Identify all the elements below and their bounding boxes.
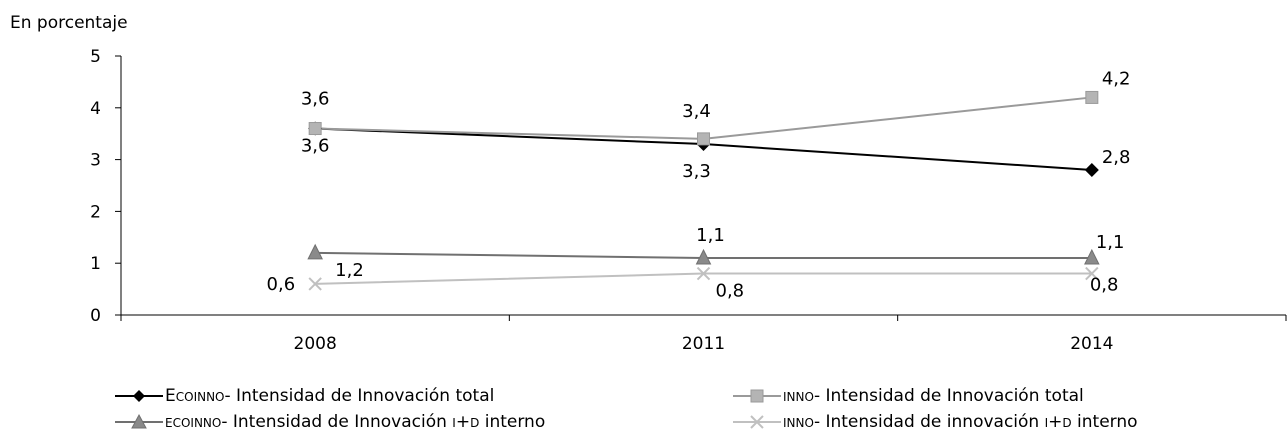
data-label: 3,6 xyxy=(301,136,330,157)
marker-square xyxy=(697,132,710,146)
legend-swatch-cross-icon xyxy=(733,415,781,429)
x-tick-label: 2011 xyxy=(682,334,725,354)
marker-triangle xyxy=(695,248,712,265)
data-label: 0,8 xyxy=(1090,275,1119,296)
data-label: 0,6 xyxy=(267,274,296,295)
data-labels: 0,6 0,8 0,8 1,2 1,1 1,1 3,6 3,3 2,8 3,6 3,4 4,2 xyxy=(267,68,1131,301)
data-label: 3,4 xyxy=(682,101,711,122)
marker-diamond xyxy=(1084,162,1099,177)
chart-axes: 0 1 2 3 4 5 2008 2011 2014 xyxy=(90,47,1287,354)
legend-item-ecoinno-total: Ecoinno- Intensidad de Innovación total xyxy=(115,385,494,407)
marker-triangle xyxy=(1084,248,1100,265)
legend-swatch-diamond-icon xyxy=(115,390,163,402)
x-tick-label: 2014 xyxy=(1070,334,1113,354)
y-tick-label: 4 xyxy=(90,99,101,119)
x-tick-label: 2008 xyxy=(294,334,337,354)
marker-cross xyxy=(308,277,322,291)
data-label: 1,2 xyxy=(335,260,364,281)
legend-label: - Intensidad de innovación xyxy=(813,412,1045,432)
marker-cross xyxy=(1085,266,1099,281)
legend-item-inno-total: inno- Intensidad de Innovación total xyxy=(733,385,1084,407)
legend-prefix: inno xyxy=(783,412,814,432)
legend-swatch-triangle-icon xyxy=(115,413,163,429)
legend-label-sc: i+d xyxy=(452,412,480,432)
y-tick-label: 5 xyxy=(90,47,101,67)
legend-item-ecoinno-id: ecoinno- Intensidad de Innovación i+d in… xyxy=(115,411,545,433)
data-label: 4,2 xyxy=(1102,68,1131,89)
legend-swatch-square-icon xyxy=(733,389,781,403)
data-label: 3,6 xyxy=(301,89,330,110)
data-label: 3,3 xyxy=(682,161,711,182)
legend-prefix: inno xyxy=(783,386,814,406)
legend-label-end: interno xyxy=(1071,412,1138,432)
data-label: 1,1 xyxy=(1096,232,1125,253)
marker-triangle xyxy=(307,243,323,260)
series-line-inno_id xyxy=(315,272,1092,285)
y-tick-label: 3 xyxy=(90,151,101,171)
marker-cross xyxy=(696,266,711,281)
data-label: 2,8 xyxy=(1102,147,1131,168)
data-label: 1,1 xyxy=(696,225,725,246)
legend-label-end: interno xyxy=(479,412,546,432)
legend-label: - Intensidad de Innovación total xyxy=(224,386,495,406)
series-markers xyxy=(307,90,1100,291)
legend-label: - Intensidad de Innovación xyxy=(221,412,453,432)
legend-label-sc: i+d xyxy=(1044,412,1072,432)
data-label: 0,8 xyxy=(716,281,745,302)
legend-label: - Intensidad de Innovación total xyxy=(813,386,1084,406)
y-tick-label: 1 xyxy=(90,254,101,274)
marker-square xyxy=(1085,90,1099,104)
legend-item-inno-id: inno- Intensidad de innovación i+d inter… xyxy=(733,411,1138,433)
legend-prefix: Ecoinno xyxy=(165,386,225,406)
y-tick-label: 2 xyxy=(90,202,101,222)
y-tick-label: 0 xyxy=(90,306,101,326)
legend-prefix: ecoinno xyxy=(165,412,222,432)
y-axis-title: En porcentaje xyxy=(10,13,128,33)
marker-square xyxy=(308,122,322,136)
